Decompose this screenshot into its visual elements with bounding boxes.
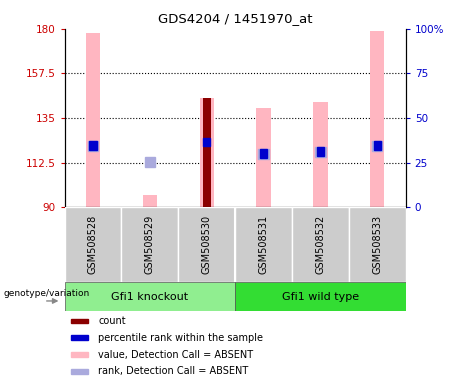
- Text: percentile rank within the sample: percentile rank within the sample: [98, 333, 263, 343]
- Text: GSM508533: GSM508533: [372, 215, 382, 274]
- Bar: [259, 149, 269, 159]
- Bar: [71, 369, 88, 374]
- Bar: [71, 319, 88, 323]
- Bar: [260, 149, 267, 158]
- Bar: [145, 157, 155, 167]
- Bar: [317, 147, 324, 156]
- Bar: [235, 282, 406, 311]
- Text: GSM508531: GSM508531: [259, 215, 269, 274]
- Bar: [256, 108, 271, 207]
- Text: rank, Detection Call = ABSENT: rank, Detection Call = ABSENT: [98, 366, 248, 376]
- Bar: [292, 207, 349, 282]
- Text: genotype/variation: genotype/variation: [3, 289, 89, 298]
- Bar: [372, 141, 382, 151]
- Bar: [370, 31, 384, 207]
- Bar: [65, 282, 235, 311]
- Bar: [86, 33, 100, 207]
- Bar: [121, 207, 178, 282]
- Bar: [89, 141, 97, 150]
- Bar: [71, 352, 88, 357]
- Bar: [200, 98, 214, 207]
- Text: GSM508529: GSM508529: [145, 215, 155, 275]
- Bar: [203, 98, 211, 207]
- Bar: [373, 141, 381, 150]
- Text: GSM508532: GSM508532: [315, 215, 325, 275]
- Bar: [71, 336, 88, 340]
- Text: GSM508530: GSM508530: [201, 215, 212, 274]
- Text: count: count: [98, 316, 126, 326]
- Text: value, Detection Call = ABSENT: value, Detection Call = ABSENT: [98, 349, 254, 360]
- Bar: [178, 207, 235, 282]
- Text: Gfi1 knockout: Gfi1 knockout: [111, 291, 189, 302]
- Bar: [313, 102, 327, 207]
- Bar: [143, 195, 157, 207]
- Bar: [235, 207, 292, 282]
- Bar: [65, 207, 121, 282]
- Bar: [349, 207, 406, 282]
- Bar: [203, 137, 210, 146]
- Title: GDS4204 / 1451970_at: GDS4204 / 1451970_at: [158, 12, 313, 25]
- Text: Gfi1 wild type: Gfi1 wild type: [282, 291, 359, 302]
- Bar: [88, 141, 98, 151]
- Text: GSM508528: GSM508528: [88, 215, 98, 275]
- Bar: [315, 147, 325, 157]
